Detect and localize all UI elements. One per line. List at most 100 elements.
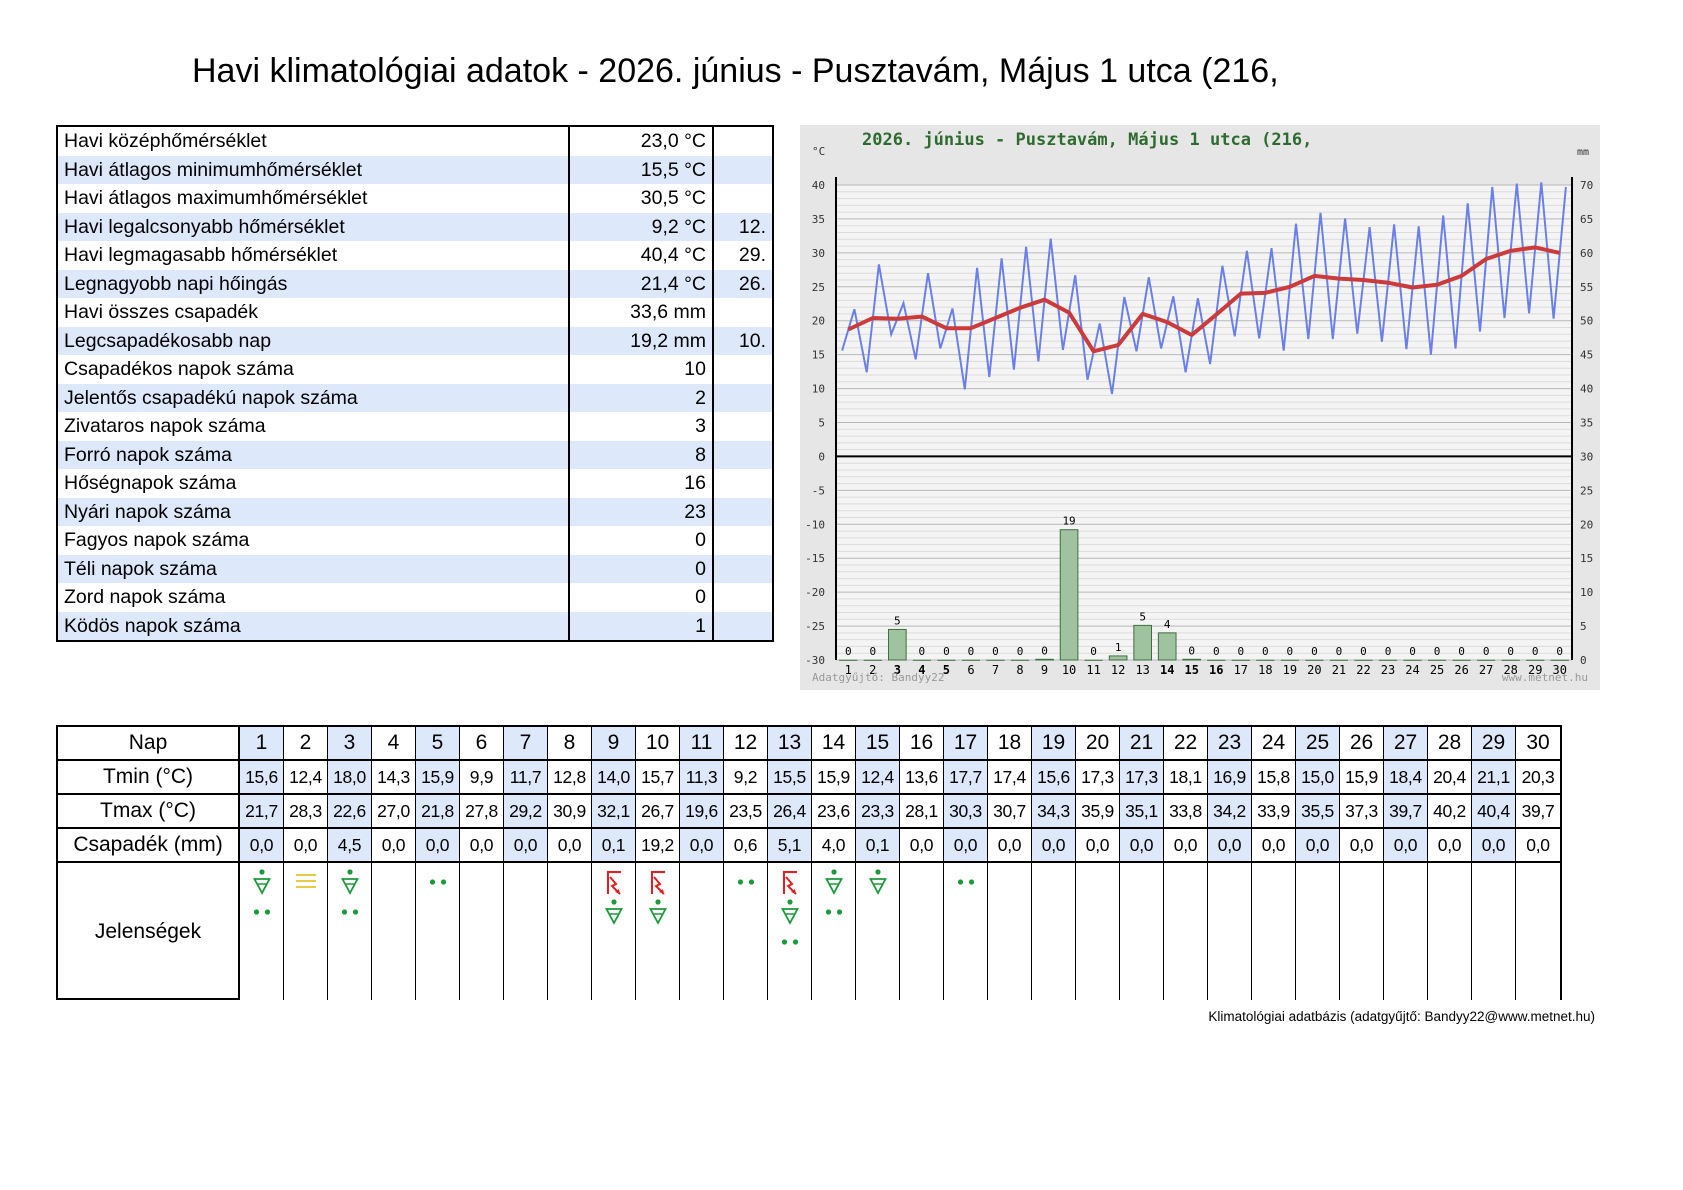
monthly-summary-table: Havi középhőmérséklet 23,0 °C Havi átlagos… — [56, 125, 774, 642]
tmax-row: Tmax (°C) 21,7 28,3 22,6 27,0 21,8 27,8 29,2 30… — [58, 795, 1560, 829]
summary-label: Havi legmagasabb hőmérséklet — [58, 241, 570, 270]
shower-icon — [822, 867, 846, 897]
day-cell: 26 — [1340, 727, 1384, 759]
chart-credit-right: www.metnet.hu — [1502, 671, 1588, 684]
precip-bar-label: 0 — [1041, 644, 1048, 657]
left-tick-label: 35 — [812, 213, 825, 226]
tmax-cell: 35,5 — [1296, 795, 1340, 827]
tmax-cell: 35,9 — [1076, 795, 1120, 827]
precip-bar-label: 0 — [1458, 645, 1465, 658]
thunderstorm-icon — [778, 867, 802, 897]
summary-day — [714, 384, 772, 413]
phenomena-cell — [856, 863, 900, 1000]
precip-bar-label: 0 — [1188, 644, 1195, 657]
tmin-cell: 18,0 — [328, 761, 372, 793]
summary-row: Havi átlagos maximumhőmérséklet 30,5 °C — [58, 184, 772, 213]
precip-cell: 0,0 — [372, 829, 416, 861]
precip-cell: 0,0 — [548, 829, 592, 861]
phenomena-cell — [768, 863, 812, 1000]
left-tick-label: 0 — [818, 450, 825, 463]
summary-label: Jelentős csapadékú napok száma — [58, 383, 570, 412]
phenomena-cell — [504, 863, 548, 1000]
tmax-cell: 35,1 — [1120, 795, 1164, 827]
precip-bar — [1231, 659, 1250, 661]
phenomena-cell — [284, 863, 328, 1000]
summary-label: Havi átlagos maximumhőmérséklet — [58, 184, 570, 213]
precip-bar-label: 1 — [1115, 641, 1122, 654]
precip-bar — [1059, 529, 1079, 661]
precip-cell: 0,0 — [1252, 829, 1296, 861]
right-unit-label: mm — [1577, 147, 1589, 158]
phenomena-cell — [1428, 863, 1472, 1000]
right-tick-label: 15 — [1580, 552, 1593, 565]
precip-cell: 0,0 — [944, 829, 988, 861]
summary-row: Fagyos napok száma 0 — [58, 526, 772, 555]
tmax-cell: 23,3 — [856, 795, 900, 827]
summary-value: 3 — [570, 412, 714, 441]
x-tick-label: 17 — [1234, 663, 1248, 677]
precip-bar — [1329, 659, 1349, 661]
tmax-cell: 28,1 — [900, 795, 944, 827]
summary-label: Havi összes csapadék — [58, 298, 570, 327]
tmax-cell: 37,3 — [1340, 795, 1384, 827]
precip-bar — [1084, 659, 1103, 661]
day-cell: 28 — [1428, 727, 1472, 759]
phenomena-row: Jelenségek — [58, 863, 1560, 1000]
summary-label: Zivataros napok száma — [58, 412, 570, 441]
tmin-cell: 14,3 — [372, 761, 416, 793]
phenomena-cell — [240, 863, 284, 1000]
day-cell: 1 — [240, 727, 284, 759]
left-tick-label: 40 — [812, 179, 825, 192]
precip-cell: 0,0 — [240, 829, 284, 861]
precip-bar-label: 0 — [943, 645, 950, 658]
summary-day — [714, 441, 772, 470]
precip-cell: 0,0 — [1428, 829, 1472, 861]
precip-bar-label: 0 — [1532, 645, 1539, 658]
phenomena-header: Jelenségek — [58, 863, 240, 1000]
day-cell: 14 — [812, 727, 856, 759]
precip-bar-label: 0 — [992, 645, 999, 658]
summary-value: 23,0 °C — [570, 127, 714, 156]
precip-bar — [937, 659, 956, 661]
left-tick-label: 30 — [812, 247, 825, 260]
precip-cell: 0,0 — [1384, 829, 1428, 861]
day-cell: 30 — [1526, 731, 1550, 754]
precip-bar-label: 0 — [1556, 645, 1563, 658]
precip-bar-label: 0 — [1090, 645, 1097, 658]
summary-label: Téli napok száma — [58, 554, 570, 583]
right-tick-label: 55 — [1580, 281, 1593, 294]
day-cell: 10 — [636, 727, 680, 759]
precip-cell: 0,6 — [724, 829, 768, 861]
precip-cell: 0,0 — [284, 829, 328, 861]
precip-bar — [1182, 658, 1202, 661]
precip-cell: 4,0 — [812, 829, 856, 861]
rain-icon — [734, 867, 758, 897]
x-tick-label: 16 — [1209, 663, 1223, 677]
phenomena-cell — [1120, 863, 1164, 1000]
right-tick-label: 70 — [1580, 179, 1593, 192]
summary-day: 12. — [738, 215, 766, 238]
tmax-cell: 26,4 — [768, 795, 812, 827]
tmax-cell: 23,5 — [724, 795, 768, 827]
phenomena-cell — [944, 863, 988, 1000]
precip-bar — [863, 659, 882, 661]
summary-value: 40,4 °C — [570, 241, 714, 270]
x-tick-label: 2 — [869, 663, 876, 677]
phenomena-cell — [812, 863, 856, 1000]
summary-value: 16 — [570, 469, 714, 498]
summary-label: Csapadékos napok száma — [58, 355, 570, 384]
phenomena-cell — [724, 863, 768, 1000]
summary-row: Hőségnapok száma 16 — [58, 469, 772, 498]
phenomena-cell — [548, 863, 592, 1000]
day-cell: 21 — [1120, 727, 1164, 759]
precip-cell: 0,0 — [680, 829, 724, 861]
tmin-cell: 15,7 — [636, 761, 680, 793]
precip-bar — [839, 659, 858, 661]
tmax-cell: 23,6 — [812, 795, 856, 827]
day-cell: 12 — [724, 727, 768, 759]
precip-cell: 0,0 — [460, 829, 504, 861]
tmax-cell: 21,7 — [240, 795, 284, 827]
tmax-cell: 33,8 — [1164, 795, 1208, 827]
summary-row: Téli napok száma 0 — [58, 554, 772, 583]
x-tick-label: 8 — [1016, 663, 1023, 677]
